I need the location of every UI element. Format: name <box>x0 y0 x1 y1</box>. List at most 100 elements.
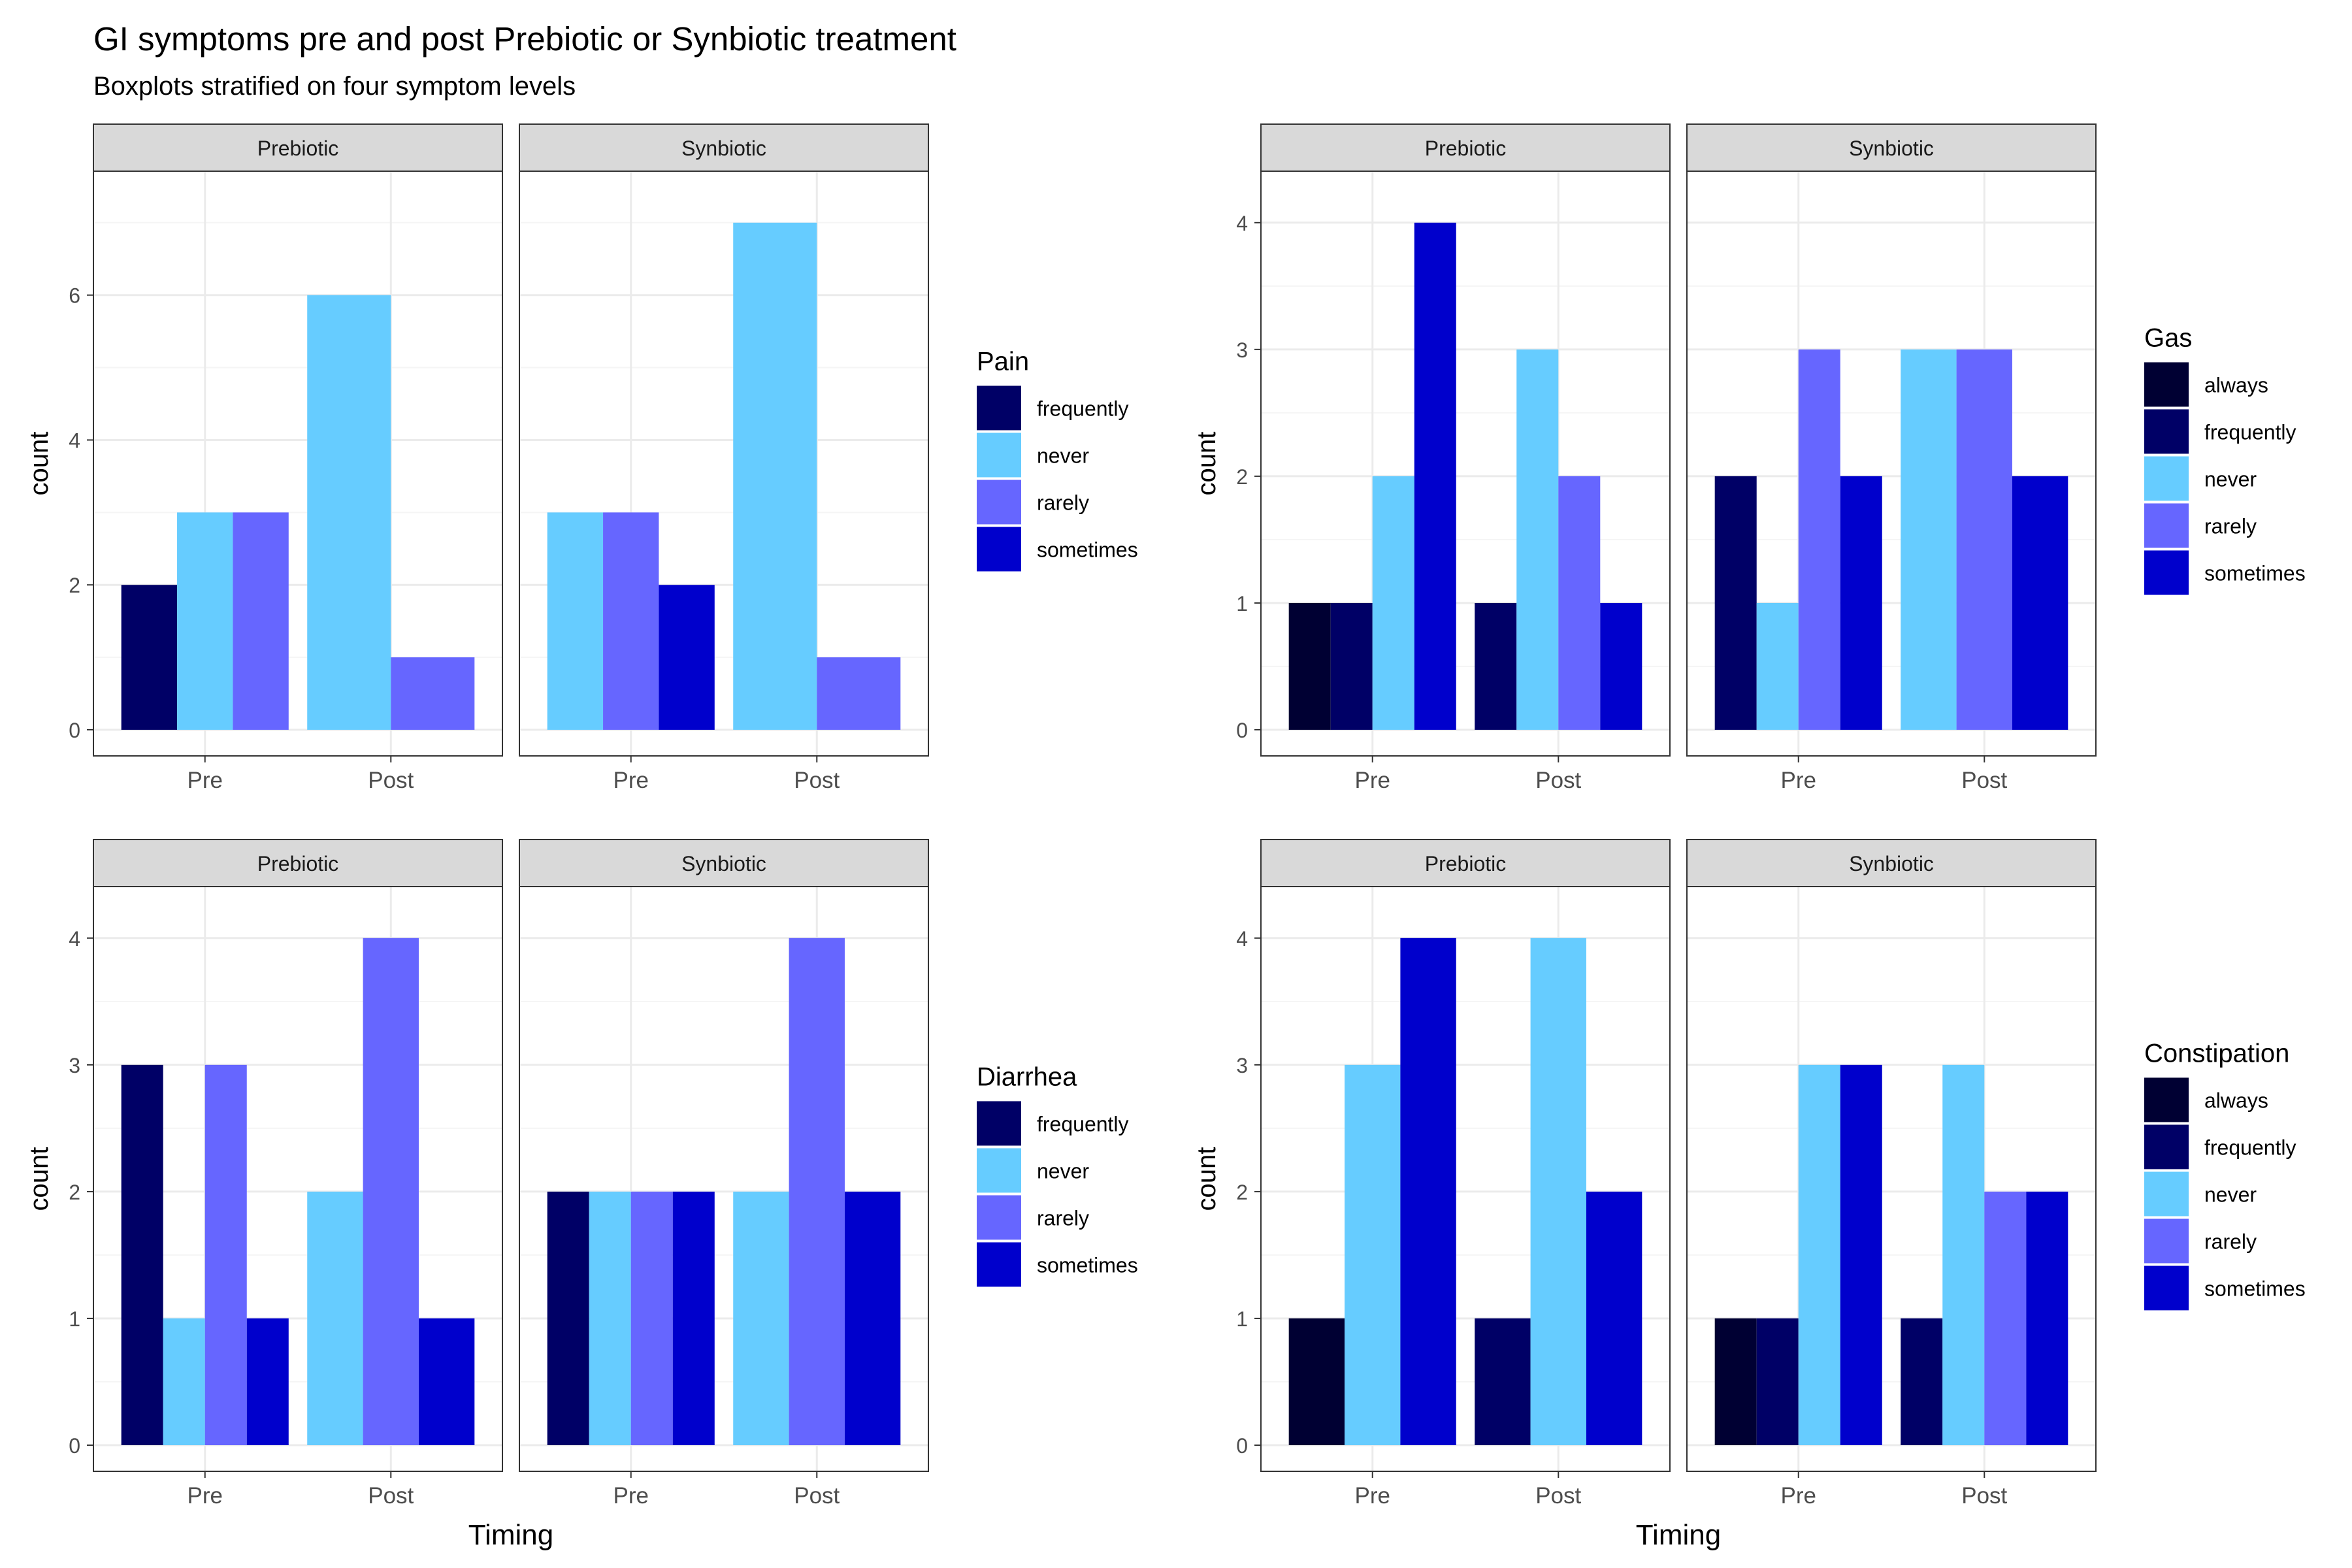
bar-frequently <box>547 1191 589 1445</box>
legend-key-rarely <box>977 1195 1021 1240</box>
bar-never <box>1798 1064 1840 1445</box>
y-tick-label: 2 <box>1236 465 1248 489</box>
legend-label: never <box>2204 1183 2257 1207</box>
y-tick-label: 0 <box>1236 719 1248 742</box>
legend-label: rarely <box>1037 491 1089 515</box>
legend-label: never <box>1037 444 1089 468</box>
facet-strip-label: Prebiotic <box>1425 137 1507 160</box>
bar-rarely <box>817 657 901 730</box>
y-tick-label: 1 <box>1236 592 1248 615</box>
legend-key-rarely <box>2144 503 2189 548</box>
bar-sometimes <box>1600 602 1642 730</box>
legend-key-frequently <box>977 385 1021 431</box>
facet-strip-label: Synbiotic <box>681 852 766 875</box>
bar-rarely <box>630 1191 673 1445</box>
bar-frequently <box>1330 602 1373 730</box>
legend: Diarrhea frequently never rarely sometimes <box>977 1063 1138 1287</box>
bar-rarely <box>233 512 289 730</box>
bar-never <box>177 512 233 730</box>
bar-never <box>1372 476 1414 730</box>
bar-rarely <box>204 1064 247 1445</box>
facet-strip <box>93 839 503 887</box>
plot-constipation: Prebiotic Pre Post 0 1 2 3 4 Synbiotic Pre Post cou… <box>1192 839 2306 1551</box>
legend-key-frequently <box>2144 409 2189 454</box>
facet-strip-label: Synbiotic <box>681 137 766 160</box>
facet-strip-label: Synbiotic <box>1849 137 1934 160</box>
bar-never <box>1530 938 1586 1445</box>
x-tick-label: Post <box>1535 768 1581 793</box>
y-axis-title: count <box>1192 432 1221 496</box>
legend-key-rarely <box>2144 1218 2189 1264</box>
x-tick-label: Pre <box>187 1483 222 1509</box>
legend-title: Pain <box>977 348 1029 376</box>
plot-gas: Prebiotic Pre Post 0 1 2 3 4 Synbiotic Pre Post cou… <box>1192 123 2306 793</box>
legend-key-always <box>2144 1077 2189 1122</box>
bar-sometimes <box>659 585 715 730</box>
legend-label: frequently <box>2204 1136 2296 1160</box>
y-tick-label: 4 <box>69 429 80 452</box>
bar-frequently <box>1901 1318 1943 1445</box>
legend-label: never <box>1037 1160 1089 1183</box>
legend-label: rarely <box>2204 1230 2257 1254</box>
legend-key-always <box>2144 362 2189 407</box>
bar-sometimes <box>672 1191 715 1445</box>
y-tick-label: 2 <box>69 574 80 597</box>
legend-key-rarely <box>977 480 1021 525</box>
legend-label: never <box>2204 468 2257 491</box>
bar-never <box>733 222 817 730</box>
bar-never <box>1942 1064 1985 1445</box>
y-tick-label: 3 <box>1236 1054 1248 1077</box>
facet-strip-label: Prebiotic <box>257 137 339 160</box>
y-tick-label: 0 <box>69 719 80 742</box>
plot-pain: Prebiotic Pre Post 0 2 4 6 Synbiotic Pre Post coun… <box>25 123 1138 793</box>
legend-label: sometimes <box>1037 1254 1138 1277</box>
legend-label: rarely <box>1037 1207 1089 1230</box>
x-tick-label: Post <box>368 768 414 793</box>
facet-strip-label: Prebiotic <box>1425 852 1507 875</box>
bar-always <box>1288 602 1331 730</box>
bar-never <box>1756 602 1799 730</box>
y-tick-label: 4 <box>69 927 80 951</box>
bar-never <box>163 1318 205 1445</box>
bar-always <box>1714 1318 1757 1445</box>
bar-never <box>1516 349 1559 730</box>
y-tick-label: 0 <box>1236 1434 1248 1458</box>
bar-sometimes <box>1400 938 1456 1445</box>
y-axis-title: count <box>25 1147 54 1211</box>
bar-frequently <box>1475 602 1517 730</box>
bar-frequently <box>1714 476 1757 730</box>
facet-strip <box>93 123 503 172</box>
bar-never <box>1901 349 1957 730</box>
legend-key-never <box>2144 1171 2189 1217</box>
y-tick-label: 2 <box>1236 1181 1248 1204</box>
x-tick-label: Pre <box>187 768 222 793</box>
bar-rarely <box>1984 1191 2027 1445</box>
facet-strip <box>1260 123 1671 172</box>
bar-never <box>589 1191 631 1445</box>
x-tick-label: Post <box>1961 1483 2007 1509</box>
legend: Gas always frequently never rarely sometimes <box>2144 324 2306 595</box>
bar-rarely <box>363 938 419 1445</box>
y-tick-label: 3 <box>1236 338 1248 362</box>
bar-never <box>547 512 604 730</box>
y-axis-title: count <box>1192 1147 1221 1211</box>
chart-title: GI symptoms pre and post Prebiotic or Sy… <box>93 20 956 57</box>
y-tick-label: 6 <box>69 284 80 308</box>
legend-key-sometimes <box>977 1242 1021 1287</box>
facet-panel-synbiotic: Synbiotic Pre Post <box>519 123 929 793</box>
x-axis-title: Timing <box>1636 1519 1721 1551</box>
bar-rarely <box>1558 476 1601 730</box>
x-tick-label: Post <box>1961 768 2007 793</box>
x-tick-label: Pre <box>613 768 648 793</box>
bar-sometimes <box>844 1191 901 1445</box>
y-tick-label: 0 <box>69 1434 80 1458</box>
y-tick-label: 1 <box>69 1307 80 1331</box>
y-tick-label: 2 <box>69 1181 80 1204</box>
bar-sometimes <box>1414 222 1456 730</box>
legend-label: rarely <box>2204 515 2257 538</box>
x-tick-label: Pre <box>1354 768 1390 793</box>
bar-sometimes <box>1840 1064 1882 1445</box>
y-tick-label: 1 <box>1236 1307 1248 1331</box>
x-tick-label: Post <box>368 1483 414 1509</box>
